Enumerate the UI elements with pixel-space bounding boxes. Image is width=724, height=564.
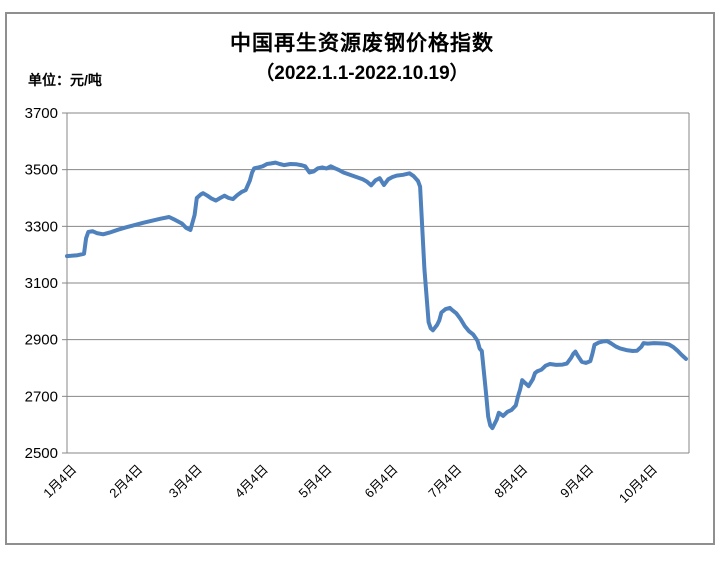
x-tick-label: 7月4日 [425, 462, 464, 501]
chart-subtitle: （2022.1.1-2022.10.19） [255, 63, 469, 84]
x-tick-label: 2月4日 [106, 462, 145, 501]
chart-frame [5, 12, 715, 545]
y-tick-label: 3300 [25, 218, 58, 235]
x-tick-label: 8月4日 [491, 462, 530, 501]
x-tick-label: 4月4日 [232, 462, 271, 501]
x-tick-label: 1月4日 [40, 462, 79, 501]
y-tick-label: 2500 [25, 445, 58, 462]
y-tick-label: 3100 [25, 275, 58, 292]
x-tick-label: 5月4日 [296, 462, 335, 501]
y-tick-label: 2900 [25, 332, 58, 349]
y-tick-label: 3500 [25, 162, 58, 179]
chart-title: 中国再生资源废钢价格指数 [230, 32, 494, 55]
axis-unit-label: 单位：元/吨 [28, 72, 102, 88]
y-tick-label: 2700 [25, 388, 58, 405]
x-tick-label: 9月4日 [557, 462, 596, 501]
x-tick-label: 10月4日 [616, 462, 660, 506]
x-tick-label: 3月4日 [166, 462, 205, 501]
price-line [65, 160, 688, 431]
y-tick-label: 3700 [25, 105, 58, 122]
x-tick-label: 6月4日 [361, 462, 400, 501]
